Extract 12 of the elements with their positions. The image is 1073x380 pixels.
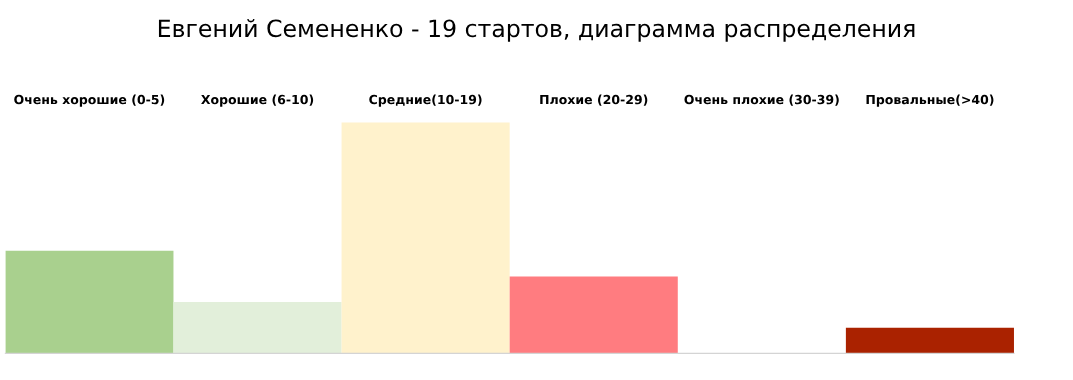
bar	[173, 302, 342, 354]
bar	[5, 250, 174, 354]
chart-title: Евгений Семененко - 19 стартов, диаграмма распределения	[158, 19, 915, 42]
bar	[509, 276, 678, 354]
x-tick-label: Хорошие (6-10)	[201, 94, 314, 107]
bar	[845, 327, 1014, 354]
x-tick-label: Провальные(>40)	[866, 94, 994, 107]
bar	[341, 122, 510, 354]
x-tick-label: Плохие (20-29)	[540, 94, 648, 106]
x-tick-label: Очень плохие (30-39)	[684, 94, 839, 106]
x-tick-label: Средние(10-19)	[369, 94, 482, 107]
x-tick-label: Очень хорошие (0-5)	[14, 94, 165, 107]
